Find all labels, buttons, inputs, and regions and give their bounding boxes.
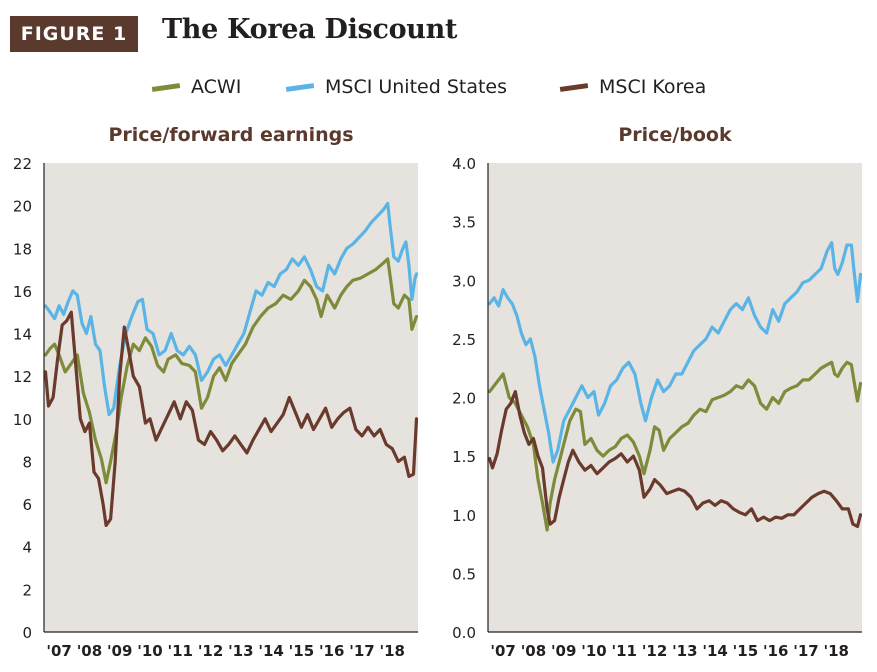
pe-y-tick-label: 8 (22, 453, 32, 471)
pb-x-tick-label: '11 (612, 642, 637, 660)
pe-x-tick-label: '11 (168, 642, 193, 660)
pb-x-tick-label: '18 (824, 642, 849, 660)
pe-y-tick-label: 2 (22, 581, 32, 599)
pb-y-tick-label: 2.5 (452, 331, 476, 349)
pe-series-line-acwi (43, 257, 419, 485)
pe-y-tick-label: 12 (13, 368, 32, 386)
pb-y-tick-label: 3.0 (452, 272, 476, 290)
pe-y-tick-label: 20 (13, 198, 32, 216)
pb-chart-group: 0.0 0.5 1.0 1.5 2.0 2.5 3.0 3.5 4.0 '07 '08 '09 '10 '… (452, 155, 863, 660)
pb-x-tick-label: '10 (581, 642, 606, 660)
pb-x-tick-label: '12 (642, 642, 667, 660)
pe-y-tick-label: 16 (13, 283, 32, 301)
pe-series-line-msci-korea (43, 310, 419, 527)
right-panel-title: Price/book (618, 124, 732, 146)
pe-x-tick-label: '13 (228, 642, 253, 660)
pe-x-tick-label: '09 (107, 642, 132, 660)
pe-x-tick-label: '08 (77, 642, 102, 660)
pe-x-tick-label: '14 (258, 642, 283, 660)
pe-x-tick-label: '15 (289, 642, 314, 660)
pe-x-tick-label: '18 (380, 642, 405, 660)
pe-y-tick-label: 6 (22, 496, 32, 514)
pb-x-tick-label: '17 (793, 642, 818, 660)
pb-plot-background (488, 163, 862, 632)
legend-label-acwi: ACWI (191, 76, 242, 98)
legend-label-msci-korea: MSCI Korea (599, 76, 707, 98)
pe-y-tick-label: 22 (13, 155, 32, 173)
pb-x-tick-label: '13 (672, 642, 697, 660)
chart-legend: ACWI MSCI United States MSCI Korea (0, 76, 877, 104)
pe-x-tick-label: '12 (198, 642, 223, 660)
pb-x-tick-label: '09 (551, 642, 576, 660)
pb-x-tick-label: '14 (702, 642, 727, 660)
pe-x-tick-label: '07 (46, 642, 71, 660)
pb-x-tick-label: '15 (733, 642, 758, 660)
pe-y-tick-label: 18 (13, 240, 32, 258)
figure-label-badge: FIGURE 1 (10, 16, 138, 52)
pb-x-tick-label: '16 (763, 642, 788, 660)
figure-title: The Korea Discount (162, 14, 458, 45)
pb-series-line-msci-united-states (487, 241, 863, 464)
pb-x-tick-label: '08 (521, 642, 546, 660)
pb-series-line-msci-korea (487, 390, 863, 529)
pb-y-tick-label: 4.0 (452, 155, 476, 173)
pe-y-tick-label: 14 (13, 326, 32, 344)
pe-x-tick-label: '17 (349, 642, 374, 660)
legend-item-msci-korea: MSCI Korea (559, 76, 707, 98)
pe-series-line-msci-united-states (43, 201, 419, 417)
pe-x-tick-label: '16 (319, 642, 344, 660)
pb-y-tick-label: 3.5 (452, 214, 476, 232)
legend-item-acwi: ACWI (151, 76, 242, 98)
pb-y-tick-label: 0.5 (452, 565, 476, 583)
pe-chart-group: 0 2 4 6 8 10 12 14 16 18 20 22 '07 '08 '09 '10 '11 '12 '13… (13, 155, 419, 660)
pb-y-tick-label: 2.0 (452, 390, 476, 408)
pb-y-tick-label: 1.5 (452, 448, 476, 466)
left-panel-title: Price/forward earnings (108, 124, 354, 146)
pb-x-tick-label: '07 (490, 642, 515, 660)
pe-y-tick-label: 0 (22, 624, 32, 642)
legend-label-msci-us: MSCI United States (325, 76, 508, 98)
pb-y-tick-label: 1.0 (452, 507, 476, 525)
pe-x-tick-label: '10 (137, 642, 162, 660)
pb-y-tick-label: 0.0 (452, 624, 476, 642)
pe-y-tick-label: 4 (22, 539, 32, 557)
legend-item-msci-us: MSCI United States (285, 76, 508, 98)
pe-y-tick-label: 10 (13, 411, 32, 429)
